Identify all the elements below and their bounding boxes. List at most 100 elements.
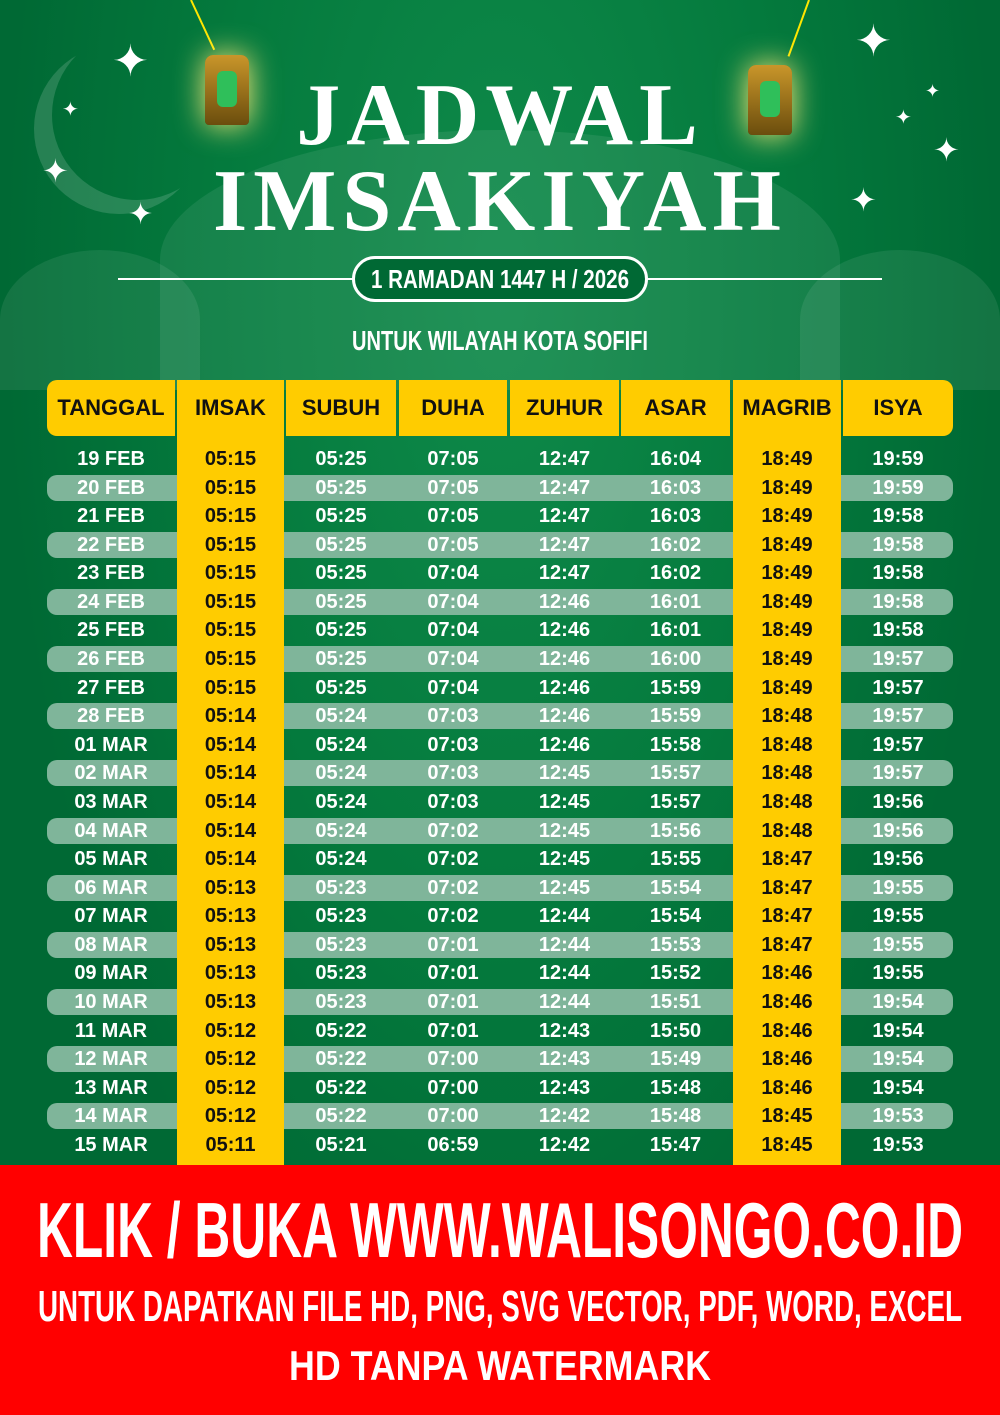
table-cell: 05:25: [286, 503, 396, 529]
table-cell: 05:25: [286, 617, 396, 643]
table-cell: 19:58: [843, 503, 953, 529]
table-cell: 07:04: [399, 617, 507, 643]
table-cell: 18:48: [733, 703, 841, 730]
cell-value: 12:44: [538, 991, 591, 1014]
cell-value: 05:23: [315, 933, 367, 956]
table-cell: 19:57: [843, 646, 953, 672]
region-label: UNTUK WILAYAH KOTA SOFIFI: [352, 325, 648, 356]
table-cell: 19:55: [843, 903, 953, 929]
table-cell: 18:47: [733, 846, 841, 873]
cell-value: 19:58: [872, 619, 924, 642]
column-header: ISYA: [843, 380, 953, 436]
cell-value: 25 FEB: [77, 619, 145, 642]
cell-value: 05:25: [315, 562, 367, 585]
cell-value: 05:15: [204, 533, 257, 556]
table-cell: 18:49: [733, 560, 841, 587]
table-cell: 24 FEB: [47, 589, 175, 615]
cell-value: 07:05: [427, 533, 479, 556]
table-cell: 19:55: [843, 932, 953, 958]
table-cell: 07:04: [399, 560, 507, 586]
table-cell: 07:05: [399, 532, 507, 558]
cell-value: 07:04: [427, 590, 479, 613]
table-cell: 15:56: [621, 818, 730, 844]
cell-value: 14 MAR: [74, 1105, 148, 1128]
cell-value: 27 FEB: [77, 676, 145, 699]
cell-value: 12:44: [538, 905, 591, 928]
cell-value: 11 MAR: [74, 1019, 148, 1042]
cell-value: 05:22: [315, 1048, 367, 1071]
cell-value: 06:59: [427, 1133, 479, 1156]
table-cell: 05:14: [177, 788, 284, 815]
cell-value: 18:48: [761, 705, 813, 728]
column-header-label: SUBUH: [301, 395, 381, 420]
cell-value: 05:25: [315, 648, 367, 671]
cell-value: 03 MAR: [74, 790, 148, 813]
cell-value: 07:03: [427, 790, 479, 813]
table-cell: 18:46: [733, 1017, 841, 1044]
table-cell: 19:57: [843, 703, 953, 729]
table-cell: 12:44: [510, 960, 619, 986]
table-cell: 05:15: [177, 674, 284, 701]
table-cell: 07:02: [399, 903, 507, 929]
table-cell: 07:01: [399, 989, 507, 1015]
table-cell: 15:57: [621, 760, 730, 786]
cell-value: 07:00: [427, 1076, 479, 1099]
cell-value: 15:54: [649, 876, 702, 899]
cell-value: 05:13: [204, 933, 257, 956]
table-cell: 05:14: [177, 731, 284, 758]
cell-value: 18:49: [761, 619, 813, 642]
table-cell: 19:57: [843, 760, 953, 786]
table-cell: 12:43: [510, 1046, 619, 1072]
table-cell: 12:47: [510, 560, 619, 586]
cell-value: 05:14: [204, 819, 257, 842]
cell-value: 18:48: [761, 790, 813, 813]
cell-value: 19:55: [872, 876, 924, 899]
cell-value: 19:54: [872, 1076, 924, 1099]
table-cell: 03 MAR: [47, 789, 175, 815]
star-icon: ✦: [855, 17, 892, 66]
table-cell: 07:03: [399, 760, 507, 786]
table-cell: 05:13: [177, 874, 284, 901]
banner-headline[interactable]: KLIK / BUKA WWW.WALISONGO.CO.ID: [37, 1186, 963, 1274]
table-cell: 05:25: [286, 475, 396, 501]
table-cell: 13 MAR: [47, 1075, 175, 1101]
cell-value: 16:04: [649, 448, 702, 470]
table-cell: 05:15: [177, 560, 284, 587]
table-cell: 05:22: [286, 1018, 396, 1044]
cell-value: 05:15: [204, 648, 257, 671]
cell-value: 12:43: [538, 1048, 591, 1071]
table-cell: 05:12: [177, 1017, 284, 1044]
table-cell: 05:15: [177, 531, 284, 558]
promo-banner[interactable]: KLIK / BUKA WWW.WALISONGO.CO.ID UNTUK DA…: [0, 1165, 1000, 1415]
table-cell: 18:46: [733, 1074, 841, 1101]
cell-value: 07:01: [427, 933, 479, 956]
table-cell: 12:46: [510, 675, 619, 701]
table-cell: 12:45: [510, 760, 619, 786]
table-cell: 09 MAR: [47, 960, 175, 986]
cell-value: 19:56: [872, 819, 924, 842]
table-cell: 18:49: [733, 617, 841, 644]
cell-value: 18:46: [761, 1076, 813, 1099]
table-cell: 19:55: [843, 875, 953, 901]
cell-value: 28 FEB: [77, 705, 145, 728]
cell-value: 07:02: [427, 819, 479, 842]
star-icon: ✦: [128, 198, 154, 231]
table-cell: 19 FEB: [47, 446, 175, 472]
cell-value: 18:49: [761, 676, 813, 699]
cell-value: 19:58: [872, 562, 924, 585]
table-cell: 12:45: [510, 875, 619, 901]
table-cell: 22 FEB: [47, 532, 175, 558]
cell-value: 07:04: [427, 648, 479, 671]
cell-value: 07:04: [427, 676, 479, 699]
table-cell: 28 FEB: [47, 703, 175, 729]
table-cell: 19:54: [843, 1018, 953, 1044]
cell-value: 05:12: [204, 1048, 257, 1071]
column-header: IMSAK: [177, 380, 284, 436]
table-cell: 15:58: [621, 732, 730, 758]
table-cell: 18:49: [733, 674, 841, 701]
cell-value: 05:14: [204, 733, 257, 756]
table-cell: 16:01: [621, 589, 730, 615]
table-cell: 18:48: [733, 760, 841, 787]
cell-value: 19 FEB: [77, 448, 145, 470]
cell-value: 05 MAR: [74, 848, 148, 871]
